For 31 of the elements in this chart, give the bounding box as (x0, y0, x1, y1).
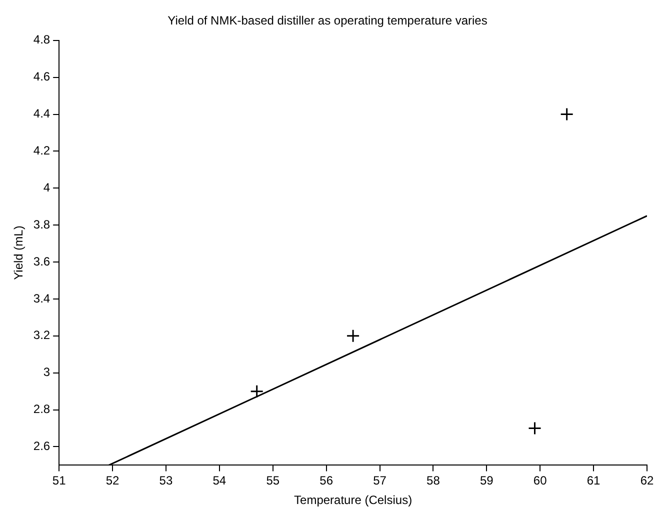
chart-title: Yield of NMK-based distiller as operating temperature varies (168, 14, 488, 28)
y-tick-label: 4.2 (33, 144, 50, 158)
x-tick-label: 51 (52, 474, 66, 488)
y-tick-label: 3.8 (33, 217, 50, 232)
y-tick-label: 3.2 (33, 328, 50, 342)
x-tick-label: 62 (640, 474, 654, 488)
x-tick-label: 58 (426, 474, 440, 488)
y-tick-label: 3.6 (33, 254, 50, 268)
x-tick-label: 56 (320, 474, 334, 488)
point (560, 108, 574, 122)
y-tick-label: 4.6 (33, 70, 50, 84)
point (528, 422, 542, 436)
point (250, 384, 264, 398)
y-tick-label: 4.8 (33, 32, 50, 47)
x-tick-label: 60 (533, 474, 548, 488)
y-tick-label: 2.8 (33, 402, 50, 416)
y-tick-label: 3 (43, 365, 50, 380)
y-tick-label: 4.4 (33, 106, 50, 121)
x-axis-title: Temperature (Celsius) (294, 493, 412, 508)
x-tick-label: 61 (586, 474, 601, 488)
x-tick-label: 53 (159, 474, 173, 488)
y-tick-label: 2.6 (33, 439, 50, 454)
y-tick-label: 4 (43, 180, 50, 194)
y-tick-label: 3.4 (33, 291, 50, 306)
x-tick-label: 55 (266, 474, 280, 488)
x-tick-label: 57 (373, 474, 387, 488)
y-axis-title: Yield (mL) (12, 226, 26, 280)
x-tick-label: 59 (480, 474, 494, 488)
x-tick-label: 52 (106, 474, 120, 488)
point (346, 329, 360, 343)
x-tick-label: 54 (212, 474, 226, 488)
